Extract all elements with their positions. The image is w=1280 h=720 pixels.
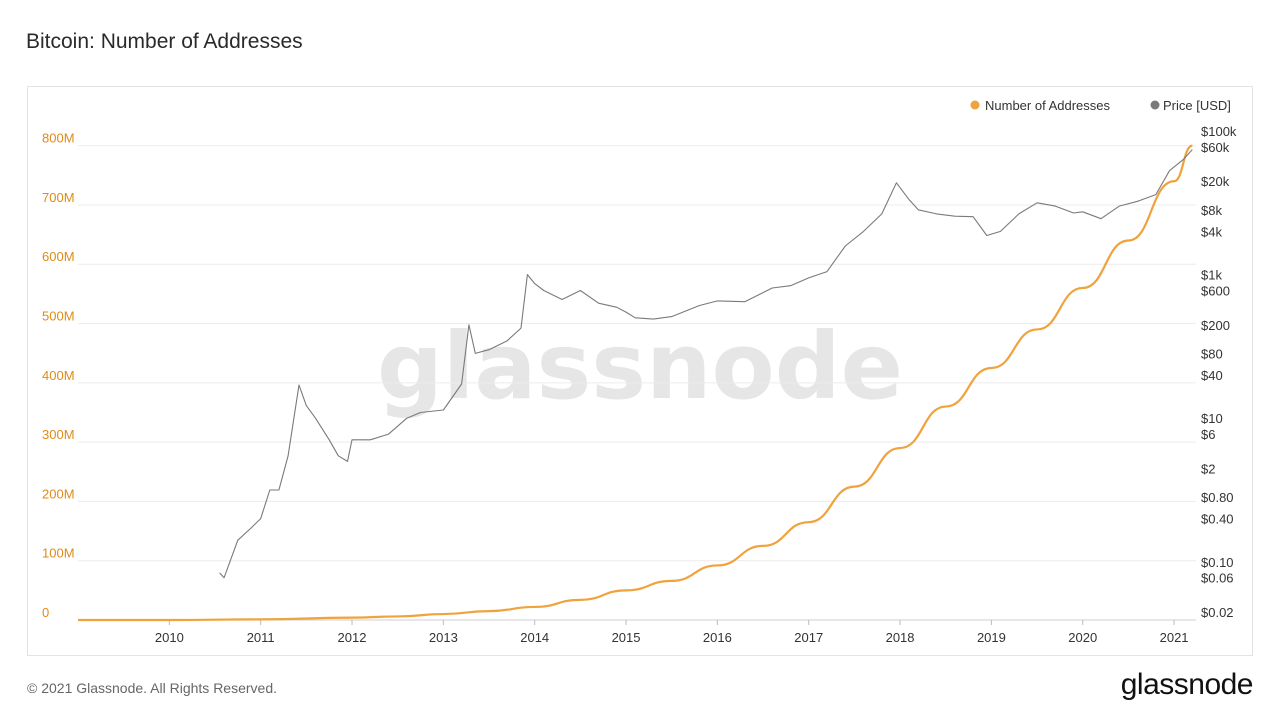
y-left-tick-label: 200M (42, 486, 75, 501)
x-tick-label: 2020 (1068, 630, 1097, 645)
x-tick-label: 2014 (520, 630, 549, 645)
y-right-tick-label: $200 (1201, 318, 1230, 333)
y-right-tick-label: $4k (1201, 224, 1222, 239)
y-right-tick-label: $8k (1201, 203, 1222, 218)
watermark-text: glassnode (377, 313, 903, 420)
y-right-tick-label: $0.40 (1201, 512, 1234, 527)
chart-frame (27, 86, 1253, 656)
x-tick-label: 2021 (1160, 630, 1189, 645)
y-left-tick-label: 500M (42, 309, 75, 324)
chart-title: Bitcoin: Number of Addresses (26, 30, 303, 53)
y-right-tick-label: $6 (1201, 427, 1215, 442)
x-tick-label: 2019 (977, 630, 1006, 645)
y-right-tick-label: $0.06 (1201, 571, 1234, 586)
y-right-tick-label: $20k (1201, 174, 1230, 189)
copyright-text: © 2021 Glassnode. All Rights Reserved. (27, 680, 278, 696)
series-line-addresses (78, 144, 1193, 622)
y-right-tick-label: $0.10 (1201, 555, 1234, 570)
y-right-tick-label: $60k (1201, 140, 1230, 155)
y-right-tick-label: $10 (1201, 411, 1223, 426)
x-tick-label: 2013 (429, 630, 458, 645)
y-left-tick-label: 800M (42, 131, 75, 146)
y-left-tick-label: 0 (42, 605, 49, 620)
y-right-tick-label: $80 (1201, 346, 1223, 361)
x-tick-label: 2011 (247, 630, 275, 645)
y-left-tick-label: 100M (42, 546, 75, 561)
legend-label-price[interactable]: Price [USD] (1163, 98, 1231, 113)
y-right-tick-label: $2 (1201, 461, 1215, 476)
legend-dot-price[interactable] (1150, 100, 1160, 110)
x-tick-label: 2016 (703, 630, 732, 645)
legend-dot-addresses[interactable] (970, 100, 980, 110)
legend-label-addresses[interactable]: Number of Addresses (985, 98, 1111, 113)
y-left-tick-label: 400M (42, 368, 75, 383)
y-right-tick-label: $40 (1201, 368, 1223, 383)
y-right-tick-label: $0.80 (1201, 490, 1234, 505)
x-tick-label: 2017 (794, 630, 823, 645)
glassnode-logo[interactable]: glassnode (1120, 668, 1254, 701)
y-right-tick-label: $1k (1201, 268, 1222, 283)
y-left-tick-label: 600M (42, 249, 75, 264)
y-right-tick-label: $100k (1201, 124, 1237, 139)
y-left-tick-label: 700M (42, 190, 75, 205)
y-right-tick-label: $600 (1201, 284, 1230, 299)
x-tick-label: 2012 (338, 630, 367, 645)
x-tick-label: 2018 (886, 630, 915, 645)
x-tick-label: 2010 (155, 630, 184, 645)
series-line-price (219, 149, 1193, 579)
x-tick-label: 2015 (612, 630, 641, 645)
y-right-tick-label: $0.02 (1201, 605, 1234, 620)
y-left-tick-label: 300M (42, 427, 75, 442)
